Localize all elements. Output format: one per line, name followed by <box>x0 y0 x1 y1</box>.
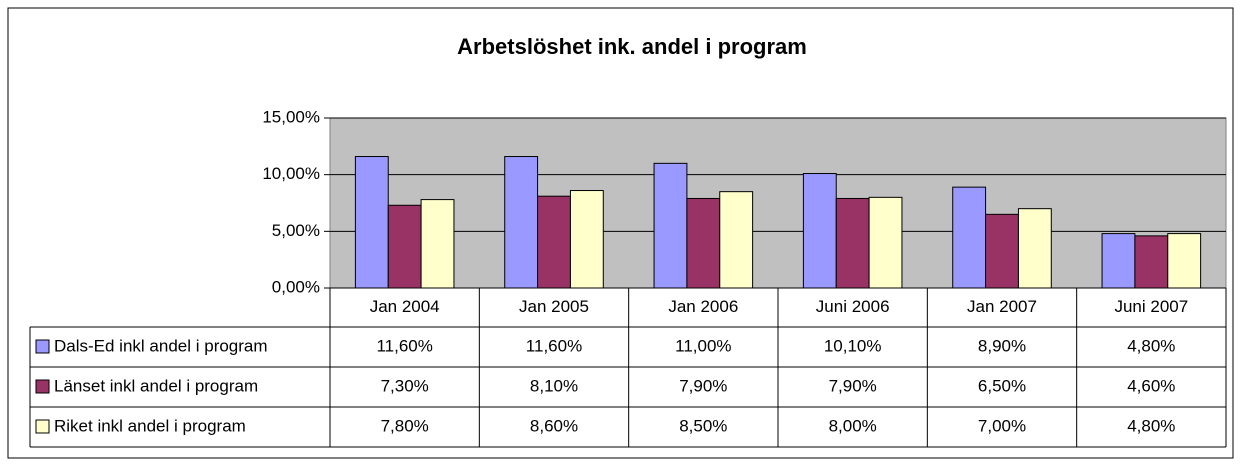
table-value: 4,80% <box>1127 336 1175 355</box>
plot-area <box>329 117 1227 289</box>
bar <box>835 197 870 289</box>
bar <box>719 191 754 289</box>
table-value: 8,00% <box>829 416 877 435</box>
table-value: 4,80% <box>1127 416 1175 435</box>
table-value: 6,50% <box>978 376 1026 395</box>
table-value: 8,60% <box>530 416 578 435</box>
y-tick-label: 15,00% <box>262 107 320 126</box>
table-value: 10,10% <box>824 336 882 355</box>
bar <box>569 190 604 289</box>
x-tick-label: Jan 2007 <box>967 297 1037 316</box>
bar <box>653 162 688 289</box>
table-value: 8,10% <box>530 376 578 395</box>
table-value: 11,60% <box>376 336 432 355</box>
table-value: 7,90% <box>829 376 877 395</box>
bar <box>504 156 539 289</box>
bar <box>868 196 903 289</box>
x-tick-label: Juni 2007 <box>1114 297 1188 316</box>
table-value: 4,60% <box>1127 376 1175 395</box>
legend-label: Dals-Ed inkl andel i program <box>54 336 268 355</box>
bar <box>952 186 987 289</box>
table-value: 7,30% <box>381 376 429 395</box>
bar <box>387 204 422 289</box>
y-tick-label: 10,00% <box>262 164 320 183</box>
legend-label: Riket inkl andel i program <box>54 416 246 435</box>
legend-swatch <box>35 339 50 354</box>
bar <box>985 213 1019 289</box>
legend-label: Länset inkl andel i program <box>54 376 258 395</box>
table-value: 11,60% <box>526 336 582 355</box>
bar <box>420 199 455 289</box>
table-value: 7,00% <box>978 416 1026 435</box>
chart-title: Arbetslöshet ink. andel i program <box>457 34 807 59</box>
x-tick-label: Jan 2005 <box>519 297 589 316</box>
x-tick-label: Jan 2006 <box>668 297 738 316</box>
table-value: 7,90% <box>679 376 727 395</box>
y-tick-label: 0,00% <box>272 277 320 296</box>
legend-swatch <box>35 419 50 434</box>
bar <box>1134 235 1169 289</box>
x-tick-label: Jan 2004 <box>370 297 440 316</box>
bar <box>354 156 389 289</box>
table-value: 7,80% <box>381 416 429 435</box>
table-value: 8,50% <box>679 416 727 435</box>
bar <box>537 195 571 289</box>
bar <box>1017 208 1052 289</box>
bar <box>1101 233 1136 289</box>
y-tick-label: 5,00% <box>272 221 320 240</box>
bar <box>686 197 721 289</box>
table-value: 11,00% <box>675 336 731 355</box>
table-value: 8,90% <box>978 336 1026 355</box>
bar <box>1167 233 1202 289</box>
bar <box>802 173 837 289</box>
x-tick-label: Juni 2006 <box>816 297 890 316</box>
legend-swatch <box>35 379 50 394</box>
